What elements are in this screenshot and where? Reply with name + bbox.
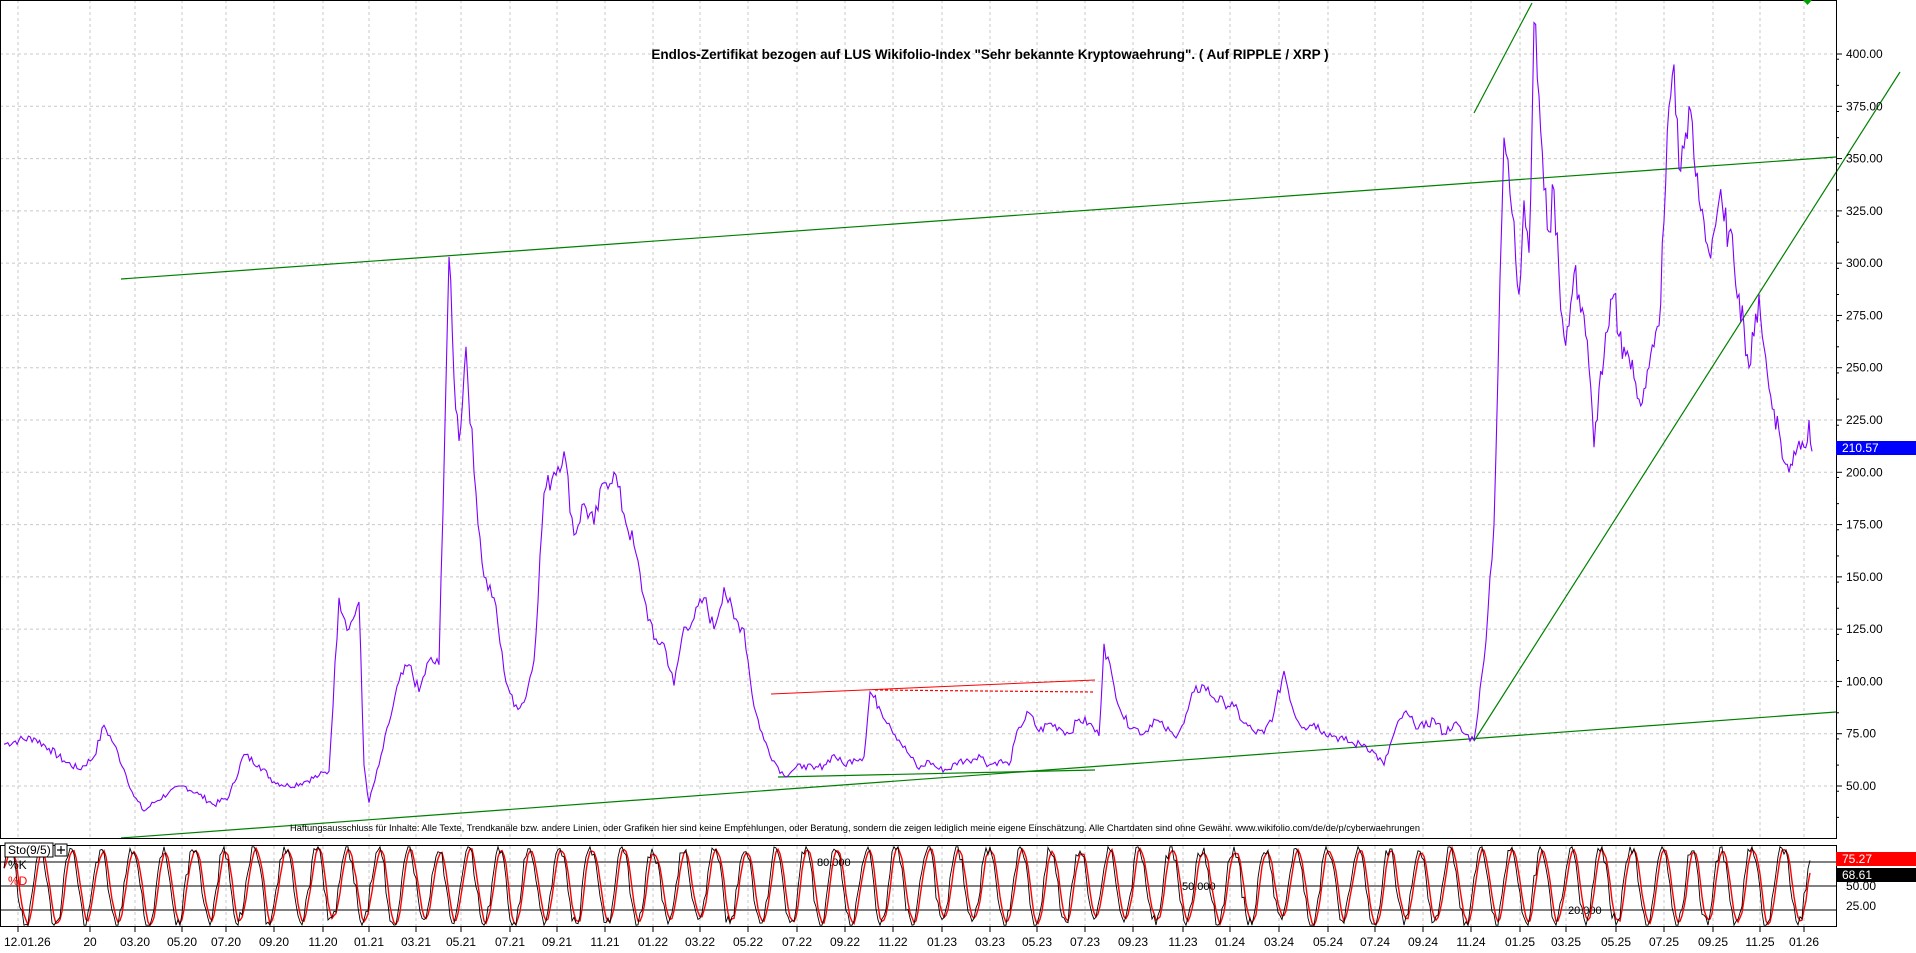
- x-tick-label: 09.21: [542, 935, 572, 948]
- x-tick-label: 11.20: [308, 935, 337, 948]
- y-tick-label: 100.00: [1846, 674, 1883, 688]
- y-tick-label: 275.00: [1846, 308, 1883, 322]
- x-tick-label: 11.24: [1456, 935, 1485, 948]
- x-tick-label: 07.22: [782, 935, 812, 948]
- y-tick-label: 75.00: [1846, 727, 1876, 741]
- trendline: [120, 711, 1837, 839]
- stochastic-frame: [0, 845, 1837, 927]
- y-tick-label: 200.00: [1846, 465, 1883, 479]
- x-tick-label: 03.23: [975, 935, 1005, 948]
- x-tick-label: 09.24: [1408, 935, 1438, 948]
- price-line: [3, 21, 1813, 812]
- resistance-dotted: [874, 689, 1096, 693]
- last-value-label: 210.57: [1842, 441, 1879, 455]
- y-tick-label: 375.00: [1846, 99, 1883, 113]
- x-tick-label: 09.23: [1118, 935, 1148, 948]
- x-tick-label: 20: [83, 935, 97, 948]
- x-tick-label: 11.22: [878, 935, 907, 948]
- y-tick-label: 300.00: [1846, 256, 1883, 270]
- x-tick-label: 09.22: [830, 935, 860, 948]
- chart-title: Endlos-Zertifikat bezogen auf LUS Wikifo…: [651, 47, 1328, 62]
- x-tick-label: 03.24: [1264, 935, 1294, 948]
- stochastic-header: Sto(9/5) %K %D: [4, 842, 68, 888]
- scroll-indicator[interactable]: [1803, 0, 1812, 5]
- trendline: [120, 156, 1837, 280]
- x-tick-label: 07.24: [1360, 935, 1390, 948]
- x-tick-label: 05.24: [1313, 935, 1343, 948]
- axes: 400.00 375.00 350.00 325.00 300.00 275.00 250.…: [0, 0, 1883, 949]
- x-tick-label: 03.25: [1551, 935, 1581, 948]
- trendline: [777, 769, 1096, 778]
- d-legend: %D: [8, 874, 28, 888]
- x-tick-label: 05.20: [167, 935, 197, 948]
- x-tick-label: 03.20: [120, 935, 150, 948]
- trendline: [1473, 2, 1533, 114]
- x-tick-label: 11.23: [1168, 935, 1197, 948]
- stochastic-level-label: 50.000: [1182, 881, 1216, 893]
- stochastic-d-line: [3, 845, 1811, 928]
- stochastic-k-line: [3, 845, 1811, 927]
- resistance-line: [770, 679, 1096, 695]
- disclaimer-text: Haftungsausschluss für Inhalte: Alle Tex…: [290, 823, 1420, 834]
- x-tick-label: 07.21: [495, 935, 525, 948]
- last-value-marker: 210.57: [1836, 441, 1916, 455]
- x-tick-label: 01.25: [1505, 935, 1535, 948]
- trendline: [1473, 71, 1901, 742]
- y-tick-label: 350.00: [1846, 152, 1883, 166]
- y-tick-label: 125.00: [1846, 622, 1883, 636]
- y-tick-label: 325.00: [1846, 204, 1883, 218]
- plus-icon: [57, 846, 65, 854]
- x-tick-label: 05.23: [1022, 935, 1052, 948]
- x-tick-label: 01.23: [927, 935, 957, 948]
- k-value-label: 75.27: [1842, 852, 1872, 866]
- x-tick-label: 01.26: [1789, 935, 1819, 948]
- stochastic-label: Sto(9/5): [8, 843, 51, 857]
- stochastic-y-label: 25.00: [1846, 899, 1876, 913]
- x-tick-label: 07.23: [1070, 935, 1100, 948]
- y-tick-label: 50.00: [1846, 779, 1876, 793]
- x-tick-label: 05.22: [733, 935, 763, 948]
- y-tick-label: 150.00: [1846, 570, 1883, 584]
- x-tick-label: 09.20: [259, 935, 289, 948]
- k-legend: %K: [8, 858, 27, 872]
- x-tick-label: 01.21: [354, 935, 384, 948]
- y-tick-label: 175.00: [1846, 518, 1883, 532]
- stochastic-value-markers: 75.27 68.61: [1836, 852, 1916, 882]
- x-tick-label: 01.24: [1215, 935, 1245, 948]
- x-tick-label: 01.22: [638, 935, 668, 948]
- stochastic-series: [3, 845, 1811, 928]
- x-tick-label: 07.25: [1649, 935, 1679, 948]
- x-tick-label: 11.21: [590, 935, 619, 948]
- y-tick-label: 400.00: [1846, 47, 1883, 61]
- trendlines: [120, 2, 1901, 839]
- y-tick-label: 225.00: [1846, 413, 1883, 427]
- x-tick-label: 05.25: [1601, 935, 1631, 948]
- price-series: [3, 21, 1813, 812]
- d-value-label: 68.61: [1842, 868, 1872, 882]
- stochastic-y-label: 50.00: [1846, 879, 1876, 893]
- x-tick-label: 07.20: [211, 935, 241, 948]
- x-tick-label: 12.01.26: [4, 935, 51, 948]
- x-tick-label: 11.25: [1745, 935, 1774, 948]
- x-tick-label: 09.25: [1698, 935, 1728, 948]
- x-tick-label: 03.22: [685, 935, 715, 948]
- x-tick-label: 03.21: [401, 935, 431, 948]
- x-tick-label: 05.21: [446, 935, 476, 948]
- y-tick-label: 250.00: [1846, 361, 1883, 375]
